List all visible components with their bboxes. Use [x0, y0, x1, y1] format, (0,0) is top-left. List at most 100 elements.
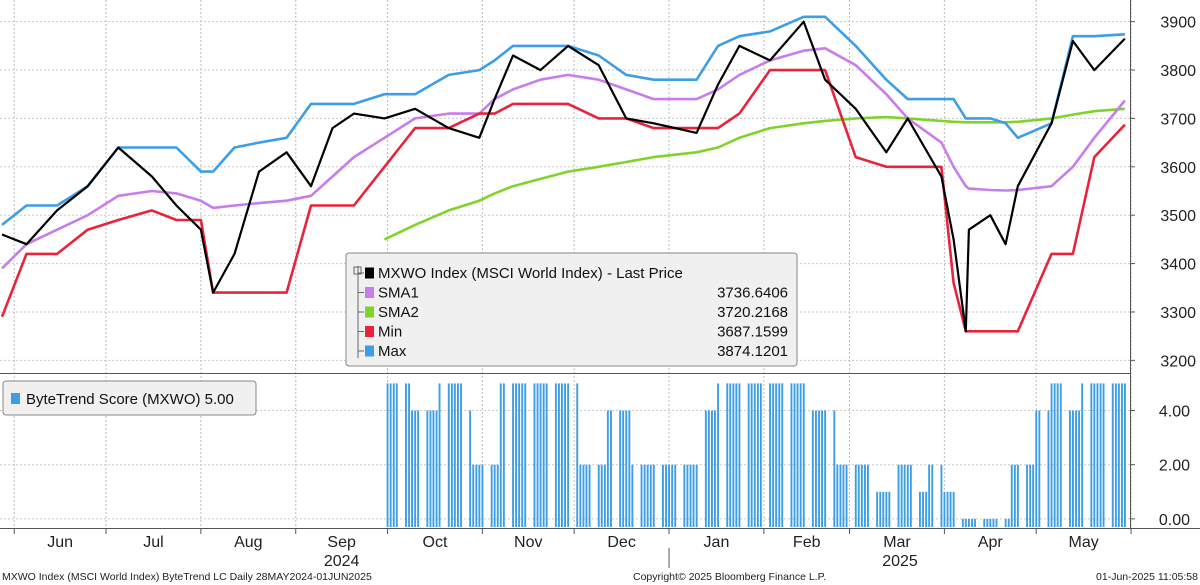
score-bar — [564, 383, 566, 527]
score-bar — [417, 410, 420, 527]
last-price-line — [1, 20, 1126, 333]
score-bar — [450, 383, 453, 527]
score-bar — [925, 491, 928, 527]
score-bar — [646, 464, 649, 527]
price-y-tick-label: 3300 — [1160, 305, 1196, 322]
score-bar — [1114, 383, 1117, 527]
score-bar — [686, 464, 689, 527]
month-label: Jun — [47, 534, 73, 551]
score-bar — [561, 383, 563, 527]
legend-sma2-value: 3720.2168 — [717, 304, 788, 321]
score-bar — [460, 383, 462, 527]
score-bar — [695, 464, 698, 527]
score-bar — [1121, 383, 1123, 527]
score-bar — [554, 383, 557, 527]
score-bar — [860, 464, 863, 527]
score-bar — [579, 464, 582, 527]
price-legend-box — [345, 252, 798, 367]
score-bar — [818, 410, 820, 527]
legend-min-value: 3687.1599 — [717, 324, 788, 341]
score-bar — [775, 383, 778, 527]
score-bar — [499, 383, 502, 527]
score-bar — [781, 383, 784, 527]
price-y-tick-label: 3700 — [1160, 111, 1196, 128]
price-y-tick-label: 3800 — [1160, 63, 1196, 80]
score-bar — [625, 410, 628, 527]
score-bar — [395, 383, 398, 527]
month-label: Aug — [234, 534, 262, 551]
score-bar — [515, 383, 517, 527]
score-y-tick-label: 2.00 — [1159, 458, 1190, 475]
score-bar — [909, 464, 912, 527]
legend-sma2-label: SMA2 — [378, 304, 419, 321]
score-bar — [1026, 464, 1028, 527]
score-bar — [1117, 383, 1120, 527]
score-bar — [946, 491, 949, 527]
score-bar — [689, 464, 692, 527]
score-bar — [1078, 410, 1080, 527]
score-bar — [533, 383, 536, 527]
score-bar — [662, 464, 664, 527]
score-bar — [821, 410, 823, 527]
score-bar — [836, 464, 839, 527]
score-bar — [1029, 464, 1032, 527]
price-y-tick-label: 3900 — [1160, 15, 1196, 32]
score-bar — [995, 518, 998, 527]
score-bar — [961, 518, 964, 527]
score-y-tick-label: 4.00 — [1159, 404, 1190, 421]
score-bar — [628, 410, 631, 527]
score-bar — [833, 410, 836, 527]
score-bar — [521, 383, 524, 527]
score-bar — [897, 464, 900, 527]
score-bar — [622, 410, 625, 527]
score-bar — [756, 383, 759, 527]
score-bar — [600, 464, 603, 527]
score-bar — [815, 410, 817, 527]
score-bar — [735, 383, 738, 527]
score-bar — [674, 464, 677, 527]
score-bar — [652, 464, 655, 527]
score-bar — [793, 383, 796, 527]
score-bar — [1069, 410, 1071, 527]
month-label: Nov — [514, 534, 542, 551]
legend-sma1-swatch — [365, 287, 374, 298]
score-bar — [545, 383, 548, 527]
score-legend-box — [2, 380, 257, 416]
sma1-line — [1, 47, 1126, 270]
score-bar — [796, 383, 799, 527]
price-y-tick-label: 3500 — [1160, 208, 1196, 225]
score-bar — [1035, 410, 1038, 527]
month-label: Jul — [143, 534, 163, 551]
score-bar — [753, 383, 756, 527]
score-bar — [478, 464, 481, 527]
score-bar — [438, 383, 441, 527]
score-bar — [429, 410, 432, 527]
score-bar — [903, 464, 906, 527]
score-bar — [502, 383, 505, 527]
score-bar — [668, 464, 670, 527]
score-bar — [1075, 410, 1077, 527]
score-bar — [1096, 383, 1099, 527]
score-bar — [885, 491, 888, 527]
score-bar — [974, 518, 976, 527]
score-bar — [1111, 383, 1114, 527]
score-bar — [1004, 518, 1007, 527]
score-bar — [968, 518, 970, 527]
score-bar — [704, 410, 707, 527]
score-y-tick-label: 0.00 — [1159, 512, 1190, 529]
score-bar — [493, 464, 496, 527]
score-bar — [518, 383, 521, 527]
score-bar — [426, 410, 429, 527]
score-bar — [799, 383, 802, 527]
score-bar — [1053, 383, 1056, 527]
month-label: May — [1069, 534, 1099, 551]
score-bar — [952, 491, 955, 527]
score-bar — [842, 464, 845, 527]
month-label: Sep — [327, 534, 356, 551]
score-bar — [867, 464, 869, 527]
legend-max-label: Max — [378, 343, 407, 360]
score-bar — [490, 464, 493, 527]
score-bar — [854, 464, 857, 527]
score-bar — [1072, 410, 1074, 527]
